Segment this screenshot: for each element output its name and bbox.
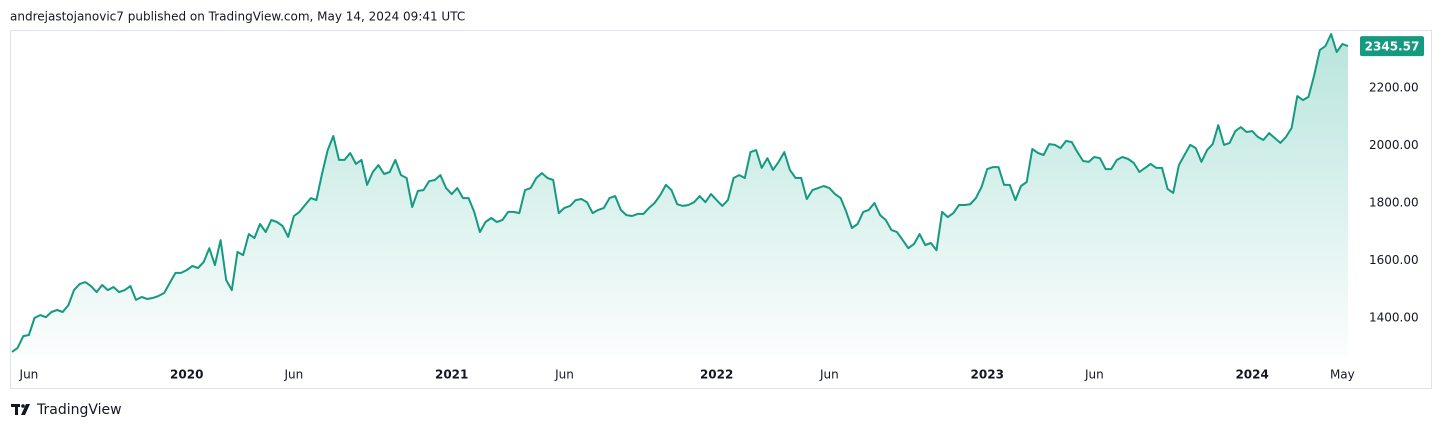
x-tick-label: 2021: [435, 368, 468, 382]
frame: [10, 30, 1432, 389]
area-fill: [12, 34, 1348, 356]
y-tick-label: 1800.00: [1369, 196, 1419, 210]
x-tick-label: Jun: [819, 368, 839, 382]
x-tick-label: 2023: [971, 368, 1004, 382]
price-line: [11, 33, 1349, 353]
y-tick-label: 2200.00: [1369, 81, 1419, 95]
brand: TradingView: [36, 402, 122, 418]
x-tick-label: 2022: [700, 368, 733, 382]
y-tick-label: 2000.00: [1369, 138, 1419, 152]
x-tick-label: Jun: [554, 368, 574, 382]
y-tick-label: 1400.00: [1369, 311, 1419, 325]
price-tag: [1360, 36, 1424, 57]
x-tick-label: 2020: [170, 368, 203, 382]
x-tick-label: May: [1330, 368, 1355, 382]
x-tick-label: Jun: [19, 368, 39, 382]
price-tag-label: 2345.57: [1365, 40, 1420, 54]
header: andrejastojanovic7 published on TradingV…: [10, 10, 465, 24]
x-tick-label: Jun: [1084, 368, 1104, 382]
x-tick-label: Jun: [283, 368, 303, 382]
y-tick-label: 1600.00: [1369, 253, 1419, 267]
logo: [11, 404, 30, 415]
x-tick-label: 2024: [1235, 368, 1268, 382]
